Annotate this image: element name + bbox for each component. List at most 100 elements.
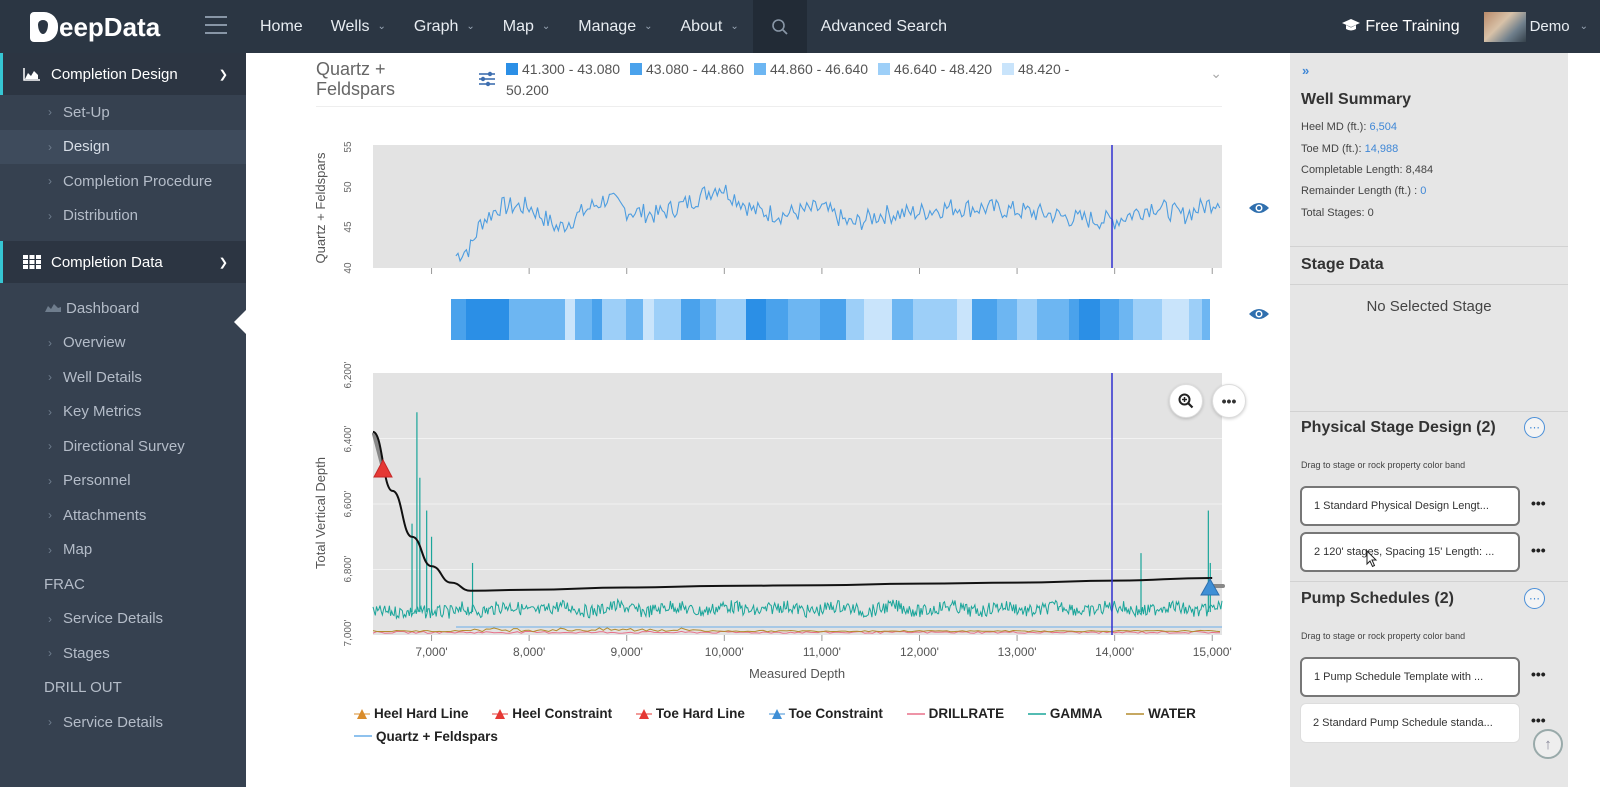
user-menu[interactable]: Demo: [1529, 18, 1570, 35]
legend-item-toe-constraint[interactable]: Toe Constraint: [768, 703, 883, 724]
sidebar-item-set-up[interactable]: › Set-Up: [48, 103, 110, 121]
color-band-segment[interactable]: [928, 299, 957, 340]
rock-property-color-band[interactable]: [451, 299, 1210, 340]
menu-toggle-icon[interactable]: [205, 16, 227, 34]
sidebar-item-map[interactable]: › Map: [48, 541, 93, 559]
sidebar-item-overview[interactable]: › Overview: [48, 334, 126, 352]
color-band-segment[interactable]: [746, 299, 766, 340]
color-band-segment[interactable]: [626, 299, 643, 340]
sidebar-item-dashboard[interactable]: Dashboard: [0, 291, 246, 326]
physical-design-card[interactable]: 2 120' stages, Spacing 15' Length: ...: [1300, 532, 1520, 572]
color-band-segment[interactable]: [997, 299, 1017, 340]
scrollbar-track[interactable]: [1568, 53, 1600, 787]
physical-design-card[interactable]: 1 Standard Physical Design Lengt...: [1300, 486, 1520, 526]
color-band-segment[interactable]: [972, 299, 997, 340]
color-band-segment[interactable]: [820, 299, 846, 340]
color-band-segment[interactable]: [509, 299, 531, 340]
color-band-segment[interactable]: [451, 299, 466, 340]
more-options-button[interactable]: •••: [1212, 384, 1246, 418]
color-band-segment[interactable]: [1189, 299, 1202, 340]
legend-bin[interactable]: 44.860 - 46.640: [753, 61, 868, 77]
nav-map[interactable]: Map ⌄: [489, 0, 565, 53]
color-band-segment[interactable]: [892, 299, 913, 340]
sidebar-item-attachments[interactable]: › Attachments: [48, 506, 147, 524]
legend-item-water[interactable]: WATER: [1126, 706, 1196, 721]
color-band-segment[interactable]: [1133, 299, 1162, 340]
color-band-segment[interactable]: [1037, 299, 1069, 340]
card-menu-icon[interactable]: •••: [1531, 495, 1546, 511]
legend-item-drillrate[interactable]: DRILLRATE: [906, 706, 1005, 721]
card-menu-icon[interactable]: •••: [1531, 542, 1546, 558]
legend-item-heel-hard-line[interactable]: Heel Hard Line: [354, 703, 469, 724]
sidebar-item-frac-stages[interactable]: › Stages: [48, 644, 110, 662]
sidebar-item-well-details[interactable]: › Well Details: [48, 368, 142, 386]
color-band-segment[interactable]: [1202, 299, 1210, 340]
search-icon[interactable]: [752, 0, 807, 53]
color-band-segment[interactable]: [681, 299, 700, 340]
pump-schedule-card[interactable]: 1 Pump Schedule Template with ...: [1300, 657, 1520, 697]
nav-home[interactable]: Home: [260, 17, 303, 35]
color-band-segment[interactable]: [466, 299, 487, 340]
color-band-segment[interactable]: [614, 299, 626, 340]
color-band-segment[interactable]: [671, 299, 681, 340]
sidebar-item-key-metrics[interactable]: › Key Metrics: [48, 403, 142, 421]
card-menu-icon[interactable]: •••: [1531, 666, 1546, 682]
sidebar-item-personnel[interactable]: › Personnel: [48, 472, 131, 490]
legend-bin[interactable]: 46.640 - 48.420: [877, 61, 992, 77]
eye-icon[interactable]: [1248, 307, 1270, 321]
nav-manage[interactable]: Manage ⌄: [564, 0, 666, 53]
color-band-segment[interactable]: [592, 299, 602, 340]
color-band-segment[interactable]: [602, 299, 614, 340]
color-band-segment[interactable]: [531, 299, 565, 340]
chevron-down-icon[interactable]: ⌄: [1210, 65, 1222, 81]
legend-item-heel-constraint[interactable]: Heel Constraint: [492, 703, 612, 724]
color-band-segment[interactable]: [643, 299, 654, 340]
color-band-segment[interactable]: [1079, 299, 1100, 340]
toe-constraint-marker[interactable]: [1200, 577, 1220, 596]
sidebar-item-frac-service-details[interactable]: › Service Details: [48, 610, 164, 628]
sliders-icon[interactable]: [478, 71, 496, 87]
color-band-segment[interactable]: [487, 299, 509, 340]
legend-bin[interactable]: 48.420 - 50.200: [506, 61, 1070, 98]
free-training-link[interactable]: Free Training: [1341, 18, 1460, 36]
color-band-segment[interactable]: [700, 299, 716, 340]
heel-constraint-marker[interactable]: [373, 458, 393, 478]
sidebar-section-completion-data[interactable]: Completion Data ❯: [0, 241, 246, 283]
legend-bin[interactable]: 41.300 - 43.080: [506, 61, 620, 77]
card-menu-icon[interactable]: •••: [1531, 712, 1546, 728]
sidebar-item-drillout-service-details[interactable]: › Service Details: [48, 713, 164, 731]
pump-schedule-card[interactable]: 2 Standard Pump Schedule standa...: [1300, 703, 1520, 743]
sidebar-item-design[interactable]: › Design: [0, 129, 246, 164]
color-band-segment[interactable]: [575, 299, 592, 340]
legend-item-gamma[interactable]: GAMMA: [1027, 706, 1103, 721]
color-band-segment[interactable]: [716, 299, 746, 340]
color-band-segment[interactable]: [1017, 299, 1037, 340]
color-band-segment[interactable]: [1119, 299, 1133, 340]
color-band-segment[interactable]: [565, 299, 575, 340]
scroll-to-top-button[interactable]: ↑: [1533, 729, 1563, 759]
nav-graph[interactable]: Graph ⌄: [400, 0, 489, 53]
logo[interactable]: eepData: [30, 11, 160, 43]
advanced-search-link[interactable]: Advanced Search: [820, 17, 948, 35]
double-chevron-right-icon[interactable]: »: [1302, 63, 1310, 78]
color-band-segment[interactable]: [1069, 299, 1079, 340]
legend-item-toe-hard-line[interactable]: Toe Hard Line: [635, 703, 745, 724]
physical-options-button[interactable]: ⋯: [1524, 417, 1545, 438]
color-band-segment[interactable]: [957, 299, 972, 340]
color-band-segment[interactable]: [1100, 299, 1119, 340]
color-band-segment[interactable]: [846, 299, 864, 340]
legend-bin[interactable]: 43.080 - 44.860: [629, 61, 744, 77]
eye-icon[interactable]: [1248, 201, 1270, 215]
color-band-segment[interactable]: [1162, 299, 1189, 340]
sidebar-item-distribution[interactable]: › Distribution: [48, 207, 139, 225]
color-band-segment[interactable]: [654, 299, 671, 340]
sidebar-section-completion-design[interactable]: Completion Design ❯: [0, 53, 246, 95]
legend-item-quartz-feldspars[interactable]: Quartz + Feldspars: [354, 728, 498, 744]
sidebar-item-completion-procedure[interactable]: › Completion Procedure: [48, 172, 213, 190]
chevron-down-icon[interactable]: ⌄: [1579, 21, 1588, 32]
color-band-segment[interactable]: [864, 299, 892, 340]
pump-options-button[interactable]: ⋯: [1524, 588, 1545, 609]
color-band-segment[interactable]: [913, 299, 928, 340]
color-band-segment[interactable]: [766, 299, 788, 340]
avatar[interactable]: [1483, 11, 1526, 42]
